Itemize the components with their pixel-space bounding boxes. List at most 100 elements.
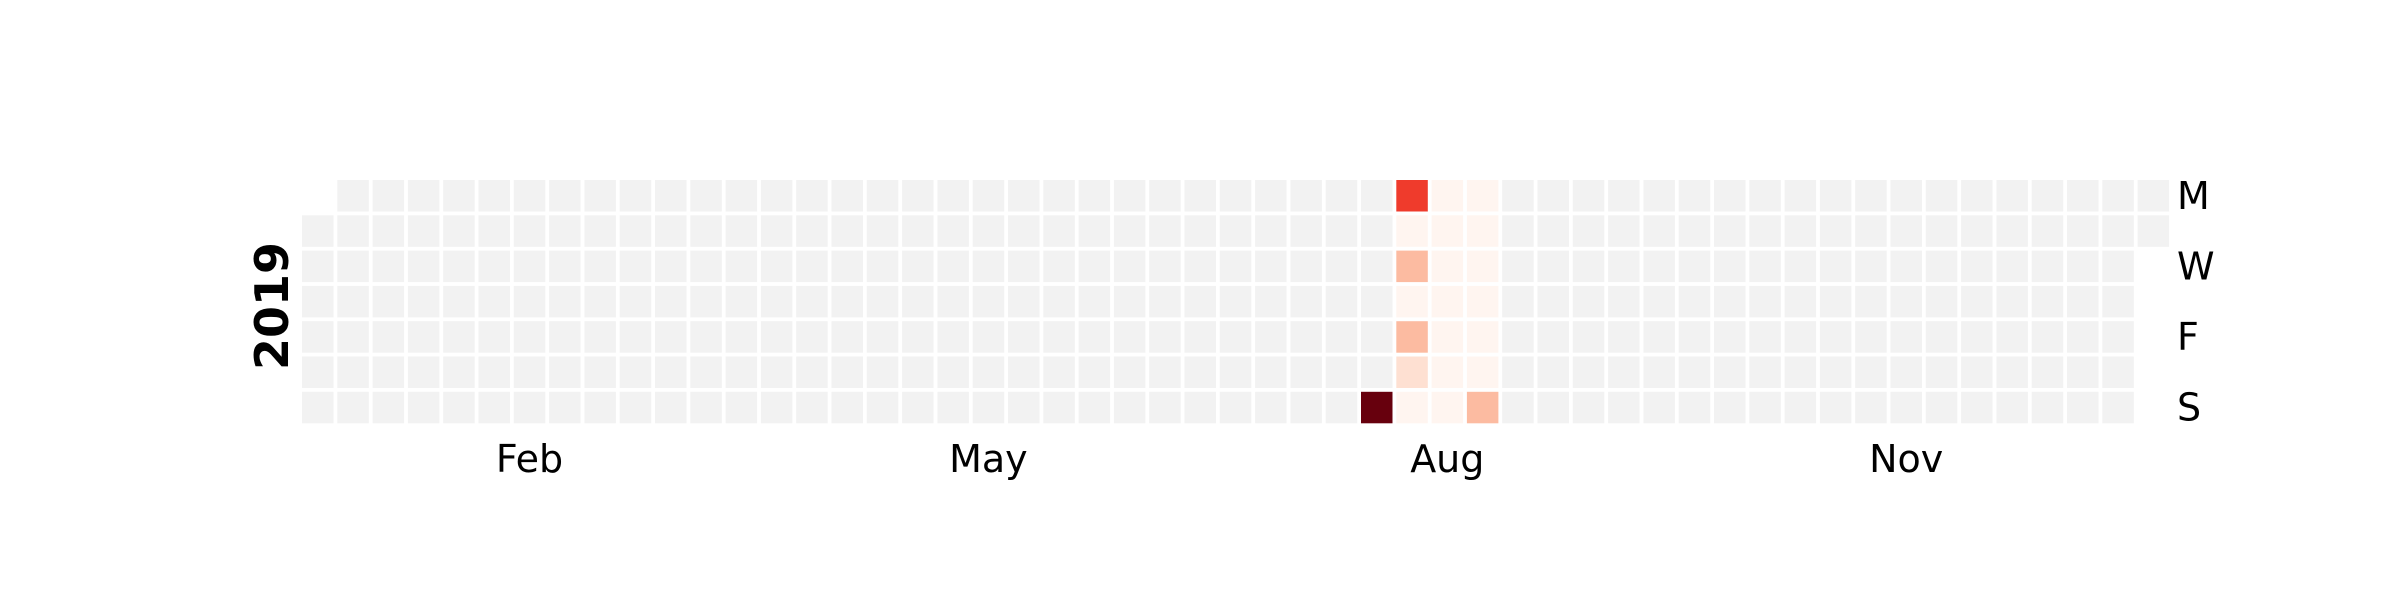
heatmap-cell-2019-03-03 bbox=[584, 391, 616, 424]
heatmap-cell-2019-09-15 bbox=[1572, 391, 1605, 424]
heatmap-cell-2019-07-13 bbox=[1255, 356, 1287, 388]
heatmap-cell-2019-01-30 bbox=[443, 250, 475, 283]
heatmap-cell-2019-02-24 bbox=[549, 391, 581, 424]
heatmap-cell-2019-02-12 bbox=[513, 215, 546, 247]
heatmap-cell-2019-01-13 bbox=[337, 391, 369, 424]
heatmap-cell-2019-06-23 bbox=[1149, 391, 1181, 424]
heatmap-cell-2019-03-22 bbox=[690, 321, 722, 353]
heatmap-cell-2019-03-21 bbox=[690, 285, 722, 318]
heatmap-cell-2019-08-10 bbox=[1396, 356, 1428, 388]
heatmap-cell-2019-06-12 bbox=[1113, 250, 1146, 283]
heatmap-cell-2019-05-31 bbox=[1043, 321, 1075, 353]
heatmap-cell-2019-07-03 bbox=[1219, 250, 1252, 283]
heatmap-cell-2019-05-23 bbox=[1008, 285, 1040, 318]
heatmap-cell-2019-11-30 bbox=[1961, 356, 1993, 388]
heatmap-cell-2019-03-12 bbox=[655, 215, 687, 247]
heatmap-cell-2019-07-08 bbox=[1255, 180, 1287, 212]
heatmap-cell-2019-07-29 bbox=[1361, 180, 1393, 212]
heatmap-cell-2019-12-11 bbox=[2031, 250, 2064, 283]
heatmap-cell-2019-12-18 bbox=[2067, 250, 2099, 283]
heatmap-cell-2019-11-23 bbox=[1925, 356, 1958, 388]
heatmap-cell-2019-02-01 bbox=[443, 321, 475, 353]
heatmap-cell-2019-09-13 bbox=[1572, 321, 1605, 353]
heatmap-cell-2019-06-28 bbox=[1184, 321, 1216, 353]
heatmap-cell-2019-05-04 bbox=[902, 356, 934, 388]
weekday-label: M bbox=[2177, 174, 2210, 218]
heatmap-cell-2019-07-19 bbox=[1290, 321, 1322, 353]
heatmap-cell-2019-10-31 bbox=[1819, 285, 1852, 318]
heatmap-cell-2019-08-14 bbox=[1431, 250, 1464, 283]
heatmap-cell-2019-04-12 bbox=[796, 321, 828, 353]
heatmap-cell-2019-10-19 bbox=[1749, 356, 1781, 388]
heatmap-cell-2019-04-22 bbox=[866, 180, 899, 212]
heatmap-cell-2019-10-17 bbox=[1749, 285, 1781, 318]
heatmap-cell-2019-06-16 bbox=[1113, 391, 1146, 424]
heatmap-cell-2019-04-14 bbox=[796, 391, 828, 424]
heatmap-cell-2019-05-11 bbox=[937, 356, 969, 388]
heatmap-cell-2019-12-20 bbox=[2067, 321, 2099, 353]
heatmap-cell-2019-12-26 bbox=[2102, 285, 2134, 318]
heatmap-cell-2019-04-08 bbox=[796, 180, 828, 212]
heatmap-cell-2019-01-21 bbox=[407, 180, 440, 212]
heatmap-cell-2019-10-13 bbox=[1714, 391, 1746, 424]
heatmap-cell-2019-12-16 bbox=[2067, 180, 2099, 212]
heatmap-cell-2019-10-24 bbox=[1784, 285, 1817, 318]
heatmap-cell-2019-10-29 bbox=[1819, 215, 1852, 247]
heatmap-cell-2019-02-06 bbox=[478, 250, 510, 283]
heatmap-cell-2019-05-26 bbox=[1008, 391, 1040, 424]
heatmap-cell-2019-11-26 bbox=[1961, 215, 1993, 247]
heatmap-cell-2019-06-03 bbox=[1078, 180, 1111, 212]
heatmap-cell-2019-04-16 bbox=[831, 215, 863, 247]
heatmap-cell-2019-02-13 bbox=[513, 250, 546, 283]
heatmap-cell-2019-11-18 bbox=[1925, 180, 1958, 212]
heatmap-cell-2019-11-24 bbox=[1925, 391, 1958, 424]
heatmap-cell-2019-09-29 bbox=[1643, 391, 1675, 424]
heatmap-cell-2019-10-26 bbox=[1784, 356, 1817, 388]
month-label: Aug bbox=[1410, 437, 1484, 481]
heatmap-cell-2019-11-12 bbox=[1890, 215, 1922, 247]
heatmap-cell-2019-10-03 bbox=[1678, 285, 1711, 318]
heatmap-cell-2019-05-21 bbox=[1008, 215, 1040, 247]
heatmap-cell-2019-05-06 bbox=[937, 180, 969, 212]
heatmap-cell-2019-12-02 bbox=[1996, 180, 2028, 212]
heatmap-cell-2019-11-27 bbox=[1961, 250, 1993, 283]
heatmap-cell-2019-05-12 bbox=[937, 391, 969, 424]
heatmap-cells bbox=[302, 180, 2170, 424]
heatmap-cell-2019-10-10 bbox=[1714, 285, 1746, 318]
heatmap-cell-2019-12-17 bbox=[2067, 215, 2099, 247]
heatmap-cell-2019-10-04 bbox=[1678, 321, 1711, 353]
heatmap-cell-2019-05-01 bbox=[902, 250, 934, 283]
heatmap-cell-2019-08-17 bbox=[1431, 356, 1464, 388]
heatmap-cell-2019-11-04 bbox=[1855, 180, 1887, 212]
heatmap-cell-2019-06-07 bbox=[1078, 321, 1111, 353]
heatmap-cell-2019-09-26 bbox=[1643, 285, 1675, 318]
heatmap-cell-2019-06-10 bbox=[1113, 180, 1146, 212]
heatmap-cell-2019-06-27 bbox=[1184, 285, 1216, 318]
heatmap-cell-2019-01-05 bbox=[302, 356, 334, 388]
heatmap-cell-2019-11-03 bbox=[1819, 391, 1852, 424]
weekday-label: S bbox=[2177, 386, 2201, 430]
heatmap-cell-2019-01-06 bbox=[302, 391, 334, 424]
heatmap-cell-2019-01-26 bbox=[407, 356, 440, 388]
heatmap-cell-2019-03-28 bbox=[725, 285, 758, 318]
heatmap-cell-2019-07-10 bbox=[1255, 250, 1287, 283]
heatmap-cell-2019-02-14 bbox=[513, 285, 546, 318]
heatmap-cell-2019-10-30 bbox=[1819, 250, 1852, 283]
heatmap-cell-2019-11-09 bbox=[1855, 356, 1887, 388]
heatmap-cell-2019-08-13 bbox=[1431, 215, 1464, 247]
heatmap-cell-2019-10-12 bbox=[1714, 356, 1746, 388]
heatmap-cell-2019-06-13 bbox=[1113, 285, 1146, 318]
heatmap-cell-2019-10-25 bbox=[1784, 321, 1817, 353]
heatmap-cell-2019-08-20 bbox=[1466, 215, 1499, 247]
heatmap-cell-2019-07-04 bbox=[1219, 285, 1252, 318]
heatmap-cell-2019-05-20 bbox=[1008, 180, 1040, 212]
heatmap-cell-2019-11-25 bbox=[1961, 180, 1993, 212]
year-label: 2019 bbox=[245, 242, 299, 370]
heatmap-cell-2019-09-23 bbox=[1643, 180, 1675, 212]
heatmap-cell-2019-12-23 bbox=[2102, 180, 2134, 212]
heatmap-cell-2019-05-17 bbox=[972, 321, 1005, 353]
heatmap-cell-2019-03-02 bbox=[584, 356, 616, 388]
heatmap-cell-2019-09-20 bbox=[1608, 321, 1640, 353]
heatmap-cell-2019-11-14 bbox=[1890, 285, 1922, 318]
